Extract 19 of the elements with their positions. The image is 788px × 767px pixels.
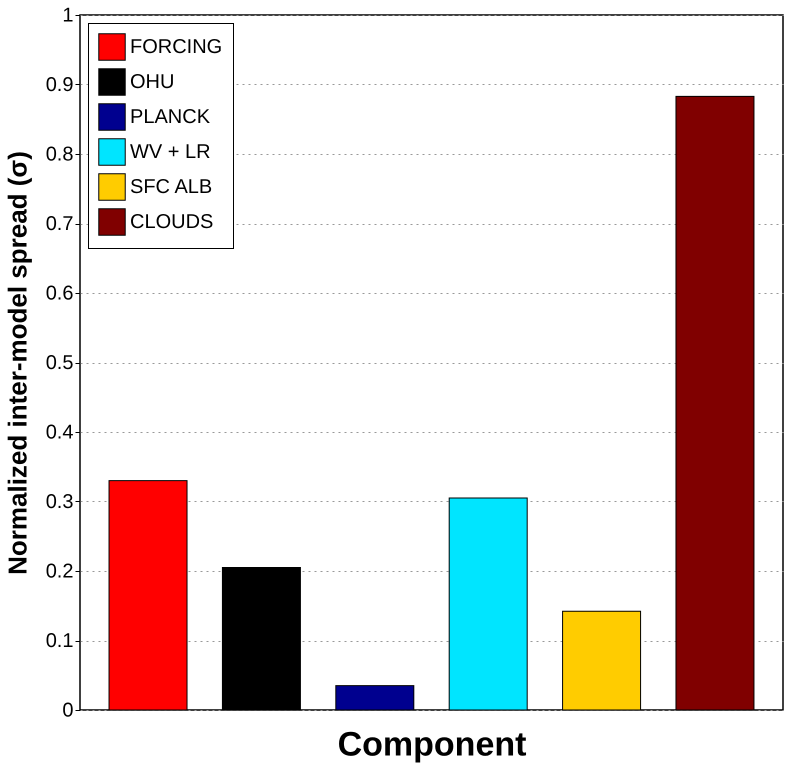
y-tick-label: 0.8 [46,144,74,166]
y-tick-label: 0.2 [46,560,74,582]
legend-label: PLANCK [130,106,211,128]
y-tick-label: 0.6 [46,282,74,304]
legend-label: WV + LR [130,141,211,163]
legend-label: SFC ALB [130,176,212,198]
y-tick-label: 0.9 [46,74,74,96]
y-tick-label: 0.7 [46,213,74,235]
legend-label: FORCING [130,36,222,58]
y-tick-label: 0 [62,700,74,722]
y-tick-label: 0.1 [46,630,74,652]
x-axis-title: Component [338,726,526,764]
legend-label: OHU [130,71,174,93]
y-tick-label: 0.4 [46,422,74,444]
legend-label: CLOUDS [130,211,214,233]
y-tick-label: 0.3 [46,491,74,513]
y-tick-label: 1 [62,4,74,26]
y-axis-title: Normalized inter-model spread (σ) [2,151,33,575]
y-tick-label: 0.5 [46,352,74,374]
